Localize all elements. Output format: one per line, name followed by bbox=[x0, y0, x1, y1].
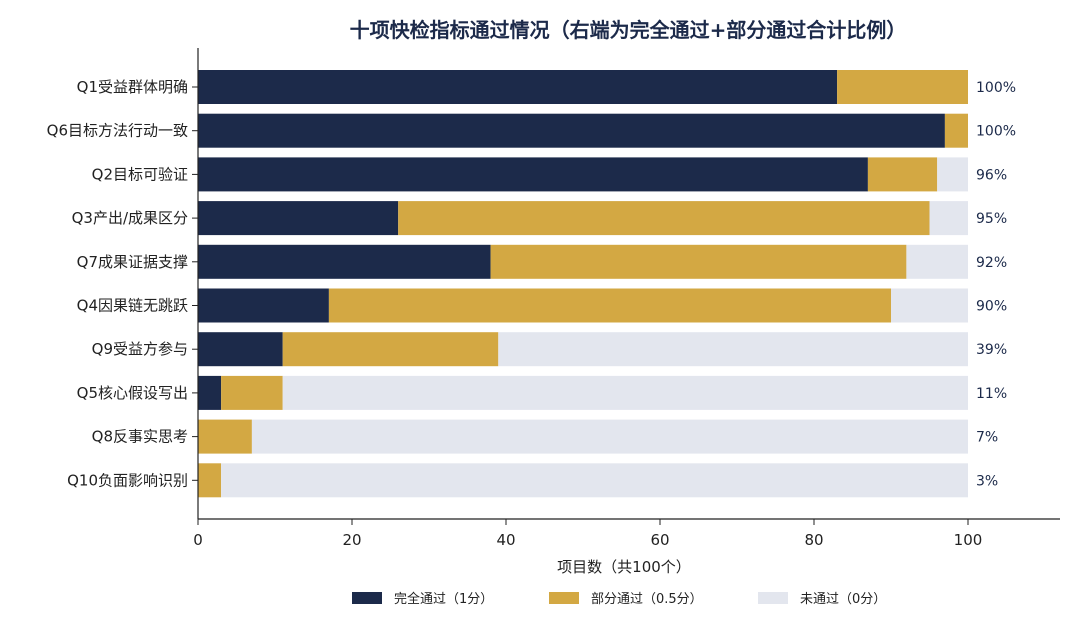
bar-segment bbox=[282, 375, 968, 410]
bar-segment bbox=[937, 157, 968, 192]
plot-area: Q1受益群体明确 100% Q6目标方法行动一致 100% Q2目标可验证 96% Q3产出… bbox=[47, 70, 1016, 498]
x-tick-label: 40 bbox=[496, 531, 515, 549]
bar-segment bbox=[198, 113, 945, 148]
x-tick-label: 100 bbox=[954, 531, 983, 549]
bar-segment bbox=[498, 332, 968, 367]
bar-segment bbox=[221, 375, 283, 410]
bar-segment bbox=[906, 244, 968, 279]
bar-segment bbox=[198, 244, 491, 279]
legend: 完全通过（1分） 部分通过（0.5分） 未通过（0分） bbox=[352, 591, 886, 607]
y-tick-label: Q3产出/成果区分 bbox=[72, 209, 188, 227]
data-label: 11% bbox=[976, 386, 1007, 402]
data-label: 96% bbox=[976, 167, 1007, 183]
data-label: 100% bbox=[976, 124, 1016, 140]
x-tick-label: 0 bbox=[193, 531, 203, 549]
bar-segment bbox=[328, 288, 891, 323]
bar-segment bbox=[490, 244, 907, 279]
bar-segment bbox=[198, 70, 838, 104]
legend-swatch bbox=[549, 592, 579, 604]
y-tick-label: Q6目标方法行动一致 bbox=[47, 122, 188, 140]
data-label: 3% bbox=[976, 473, 998, 489]
data-label: 100% bbox=[976, 80, 1016, 96]
bar-segment bbox=[198, 332, 283, 367]
bar-segment bbox=[198, 157, 868, 192]
data-label: 90% bbox=[976, 299, 1007, 315]
y-tick-label: Q8反事实思考 bbox=[92, 428, 188, 446]
chart-title: 十项快检指标通过情况（右端为完全通过+部分通过合计比例） bbox=[350, 18, 907, 42]
bar-segment bbox=[251, 419, 968, 454]
bar-segment bbox=[282, 332, 499, 367]
bar-segment bbox=[198, 419, 252, 454]
legend-label: 完全通过（1分） bbox=[394, 591, 493, 607]
bar-segment bbox=[837, 70, 968, 104]
legend-label: 部分通过（0.5分） bbox=[591, 592, 703, 607]
bar-segment bbox=[198, 375, 222, 410]
y-tick-label: Q10负面影响识别 bbox=[67, 471, 188, 489]
x-tick-label: 60 bbox=[650, 531, 669, 549]
bar-segment bbox=[867, 157, 938, 192]
legend-label: 未通过（0分） bbox=[800, 592, 886, 607]
y-tick-label: Q2目标可验证 bbox=[92, 165, 188, 183]
y-tick-label: Q1受益群体明确 bbox=[77, 78, 188, 96]
data-label: 39% bbox=[976, 342, 1007, 358]
x-axis-ticks: 0 20 40 60 80 100 bbox=[193, 519, 982, 549]
legend-swatch bbox=[758, 592, 788, 604]
x-tick-label: 20 bbox=[342, 531, 361, 549]
y-tick-label: Q5核心假设写出 bbox=[77, 384, 188, 402]
bar-segment bbox=[221, 463, 969, 498]
y-tick-label: Q9受益方参与 bbox=[92, 340, 188, 358]
x-tick-label: 80 bbox=[804, 531, 823, 549]
legend-swatch bbox=[352, 592, 382, 604]
bar-segment bbox=[944, 113, 968, 148]
bar-segment bbox=[198, 463, 222, 498]
y-tick-label: Q7成果证据支撑 bbox=[77, 253, 188, 271]
x-axis-label: 项目数（共100个） bbox=[557, 558, 691, 576]
bar-segment bbox=[398, 201, 930, 236]
data-label: 92% bbox=[976, 255, 1007, 271]
bar-segment bbox=[198, 288, 329, 323]
data-label: 95% bbox=[976, 211, 1007, 227]
data-label: 7% bbox=[976, 430, 998, 446]
bar-segment bbox=[891, 288, 968, 323]
bar-segment bbox=[198, 201, 399, 236]
y-tick-label: Q4因果链无跳跃 bbox=[77, 297, 188, 315]
bar-segment bbox=[929, 201, 968, 236]
